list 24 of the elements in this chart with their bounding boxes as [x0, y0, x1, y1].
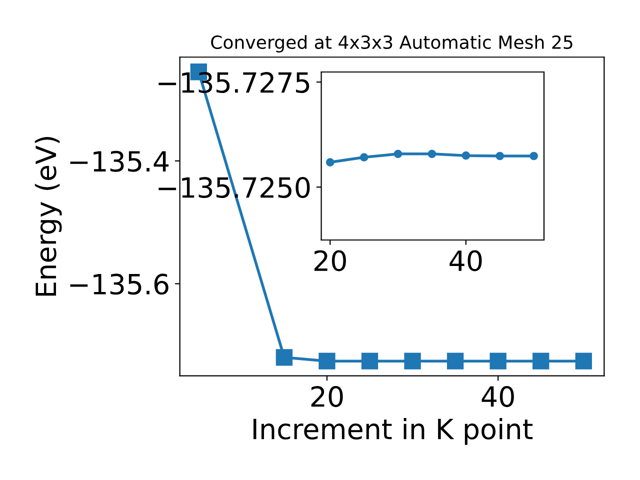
- point: [318, 352, 336, 370]
- point: [532, 352, 550, 370]
- point: [360, 153, 368, 162]
- point: [394, 150, 402, 158]
- point: [496, 152, 504, 160]
- x-tick-label: 20: [311, 386, 343, 408]
- chart-title: Converged at 4x3x3 Automatic Mesh 25: [211, 35, 572, 53]
- point: [462, 151, 470, 160]
- y-tick-label: −135.6: [70, 274, 168, 295]
- point: [490, 352, 506, 370]
- point: [428, 150, 436, 158]
- point: [446, 352, 464, 370]
- x-axis-title: Increment in K point: [253, 418, 533, 445]
- point: [404, 352, 421, 370]
- y-axis-title: Energy (eV): [34, 136, 62, 296]
- point: [276, 349, 293, 366]
- y-tick-label: −135.4: [70, 150, 169, 172]
- point: [530, 152, 538, 160]
- x-tick-label: 40: [450, 250, 482, 272]
- point: [326, 158, 334, 166]
- x-tick-label: 40: [482, 386, 514, 408]
- point: [575, 352, 592, 370]
- x-tick-label: 20: [314, 250, 346, 272]
- point: [361, 352, 378, 370]
